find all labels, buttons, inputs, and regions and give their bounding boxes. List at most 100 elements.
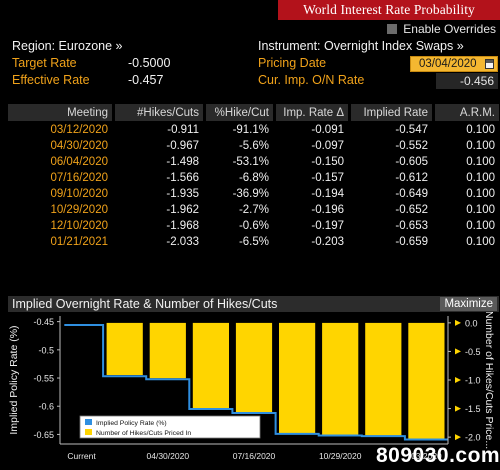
legend-line-swatch — [85, 419, 92, 425]
window-title: World Interest Rate Probability — [278, 0, 500, 20]
col-pct-hike-cut[interactable]: %Hike/Cut — [206, 104, 273, 121]
cell-implied-rate: -0.547 — [395, 124, 428, 136]
target-rate-value: -0.5000 — [128, 56, 171, 70]
legend-bar-swatch — [85, 429, 92, 435]
y2-marker-icon — [455, 319, 461, 326]
cell-imp-rate-delta: -0.150 — [311, 156, 344, 168]
bar-hikes-cuts[interactable] — [322, 322, 359, 435]
x-tick-label: 04/30/2020 — [147, 451, 190, 461]
cell-arm: 0.100 — [466, 188, 495, 200]
calendar-icon[interactable] — [485, 59, 494, 69]
cell-hikes-cuts: -0.911 — [167, 124, 199, 136]
title-bar: World Interest Rate Probability — [0, 0, 500, 20]
x-tick-label: 10/29/2020 — [319, 451, 362, 461]
bar-hikes-cuts[interactable] — [279, 322, 316, 434]
watermark: 809030.com — [376, 444, 500, 467]
table-row[interactable]: 01/21/2021 -2.033 -6.5% -0.203 -0.659 0.100 — [8, 234, 499, 250]
pricing-date-label: Pricing Date — [258, 56, 327, 70]
cell-imp-rate-delta: -0.197 — [311, 220, 344, 232]
cell-imp-rate-delta: -0.091 — [311, 124, 344, 136]
cell-meeting: 07/16/2020 — [50, 172, 108, 184]
y2-tick-label: -2.0 — [465, 433, 481, 443]
bar-hikes-cuts[interactable] — [235, 322, 273, 413]
region-selector[interactable]: Region: Eurozone » — [12, 39, 123, 53]
chart-title: Implied Overnight Rate & Number of Hikes… — [12, 297, 278, 311]
pricing-date-value: 03/04/2020 — [419, 58, 477, 70]
col-implied-rate[interactable]: Implied Rate — [351, 104, 432, 121]
x-tick-label: Current — [67, 451, 96, 461]
bar-hikes-cuts[interactable] — [192, 322, 229, 409]
legend-bar-label: Number of Hikes/Cuts Priced In — [96, 430, 191, 437]
cell-meeting: 10/29/2020 — [50, 204, 108, 216]
y2-tick-label: -1.5 — [465, 404, 481, 414]
chart-area: -0.45 -0.5 -0.55 -0.6 -0.65 0.0 -0.5 -1.0 -1.5 -2… — [0, 311, 500, 470]
cell-pct-hike-cut: -6.8% — [238, 172, 269, 184]
cell-arm: 0.100 — [466, 204, 495, 216]
cell-meeting: 12/10/2020 — [50, 220, 108, 232]
y2-marker-icon — [455, 434, 461, 441]
y-tick-label: -0.65 — [33, 430, 54, 440]
bar-hikes-cuts[interactable] — [365, 322, 402, 436]
cell-meeting: 09/10/2020 — [50, 188, 108, 200]
y-tick-label: -0.45 — [33, 317, 54, 327]
instrument-selector[interactable]: Instrument: Overnight Index Swaps » — [258, 39, 464, 53]
cell-hikes-cuts: -0.967 — [166, 140, 199, 152]
table-row[interactable]: 06/04/2020 -1.498 -53.1% -0.150 -0.605 0.100 — [8, 154, 499, 170]
y2-tick-label: -0.5 — [465, 347, 481, 357]
legend-box — [79, 415, 261, 439]
cell-implied-rate: -0.605 — [395, 156, 428, 168]
cell-arm: 0.100 — [466, 156, 495, 168]
y2-marker-icon — [455, 377, 461, 383]
col-hikes-cuts[interactable]: #Hikes/Cuts — [115, 104, 203, 121]
cell-pct-hike-cut: -2.7% — [238, 204, 269, 216]
col-arm[interactable]: A.R.M. — [435, 104, 499, 121]
bar-hikes-cuts[interactable] — [106, 322, 143, 375]
implied-rate-line[interactable] — [64, 324, 448, 441]
chart-header: Implied Overnight Rate & Number of Hikes… — [8, 296, 499, 312]
cell-pct-hike-cut: -53.1% — [232, 156, 269, 168]
y2-marker-icon — [455, 348, 461, 355]
table-row[interactable]: 10/29/2020 -1.962 -2.7% -0.196 -0.652 0.100 — [8, 202, 499, 218]
y-axis-title: Implied Policy Rate (%) — [8, 325, 20, 434]
cell-arm: 0.100 — [466, 220, 495, 232]
table-row[interactable]: 07/16/2020 -1.566 -6.8% -0.157 -0.612 0.100 — [8, 170, 499, 186]
cell-implied-rate: -0.659 — [395, 236, 428, 248]
cell-hikes-cuts: -1.968 — [166, 220, 199, 232]
pricing-date-input[interactable]: 03/04/2020 — [410, 56, 498, 72]
maximize-button[interactable]: Maximize — [440, 297, 497, 311]
y2-axis-title: Number of Hikes/Cuts Price... — [483, 312, 495, 449]
rate-chart: -0.45 -0.5 -0.55 -0.6 -0.65 0.0 -0.5 -1.0 -1.5 -2… — [8, 311, 495, 461]
cell-imp-rate-delta: -0.194 — [311, 188, 344, 200]
cell-imp-rate-delta: -0.157 — [311, 172, 344, 184]
cell-arm: 0.100 — [466, 140, 495, 152]
enable-overrides-toggle[interactable]: Enable Overrides — [387, 22, 496, 36]
cell-pct-hike-cut: -91.1% — [232, 124, 269, 136]
y-tick-label: -0.5 — [38, 345, 54, 355]
cell-implied-rate: -0.552 — [395, 140, 428, 152]
cell-implied-rate: -0.653 — [395, 220, 428, 232]
y2-tick-label: 0.0 — [465, 318, 478, 328]
col-meeting[interactable]: Meeting — [8, 104, 112, 121]
bar-hikes-cuts[interactable] — [408, 322, 445, 440]
legend-line-label: Implied Policy Rate (%) — [96, 420, 167, 427]
cell-meeting: 04/30/2020 — [50, 140, 108, 152]
enable-overrides-label: Enable Overrides — [403, 22, 496, 36]
bar-hikes-cuts[interactable] — [149, 322, 186, 379]
table-header: Meeting #Hikes/Cuts %Hike/Cut Imp. Rate … — [8, 104, 499, 121]
y2-marker-icon — [455, 405, 461, 412]
cell-pct-hike-cut: -5.6% — [238, 140, 269, 152]
table-row[interactable]: 09/10/2020 -1.935 -36.9% -0.194 -0.649 0.100 — [8, 186, 499, 202]
cell-pct-hike-cut: -36.9% — [232, 188, 269, 200]
table-row[interactable]: 03/12/2020 -0.911 -91.1% -0.091 -0.547 0.100 — [8, 122, 499, 138]
col-imp-rate-delta[interactable]: Imp. Rate Δ — [276, 104, 348, 121]
table-row[interactable]: 04/30/2020 -0.967 -5.6% -0.097 -0.552 0.100 — [8, 138, 499, 154]
cell-implied-rate: -0.612 — [395, 172, 428, 184]
cell-arm: 0.100 — [466, 124, 495, 136]
cell-pct-hike-cut: -0.6% — [238, 220, 269, 232]
x-tick-label: 03/2020 — [411, 451, 442, 461]
cell-meeting: 01/21/2021 — [50, 236, 108, 248]
table-row[interactable]: 12/10/2020 -1.968 -0.6% -0.197 -0.653 0.100 — [8, 218, 499, 234]
y2-tick-label: -1.0 — [465, 376, 481, 386]
cur-imp-value: -0.456 — [436, 73, 498, 89]
checkbox-icon[interactable] — [387, 24, 398, 34]
